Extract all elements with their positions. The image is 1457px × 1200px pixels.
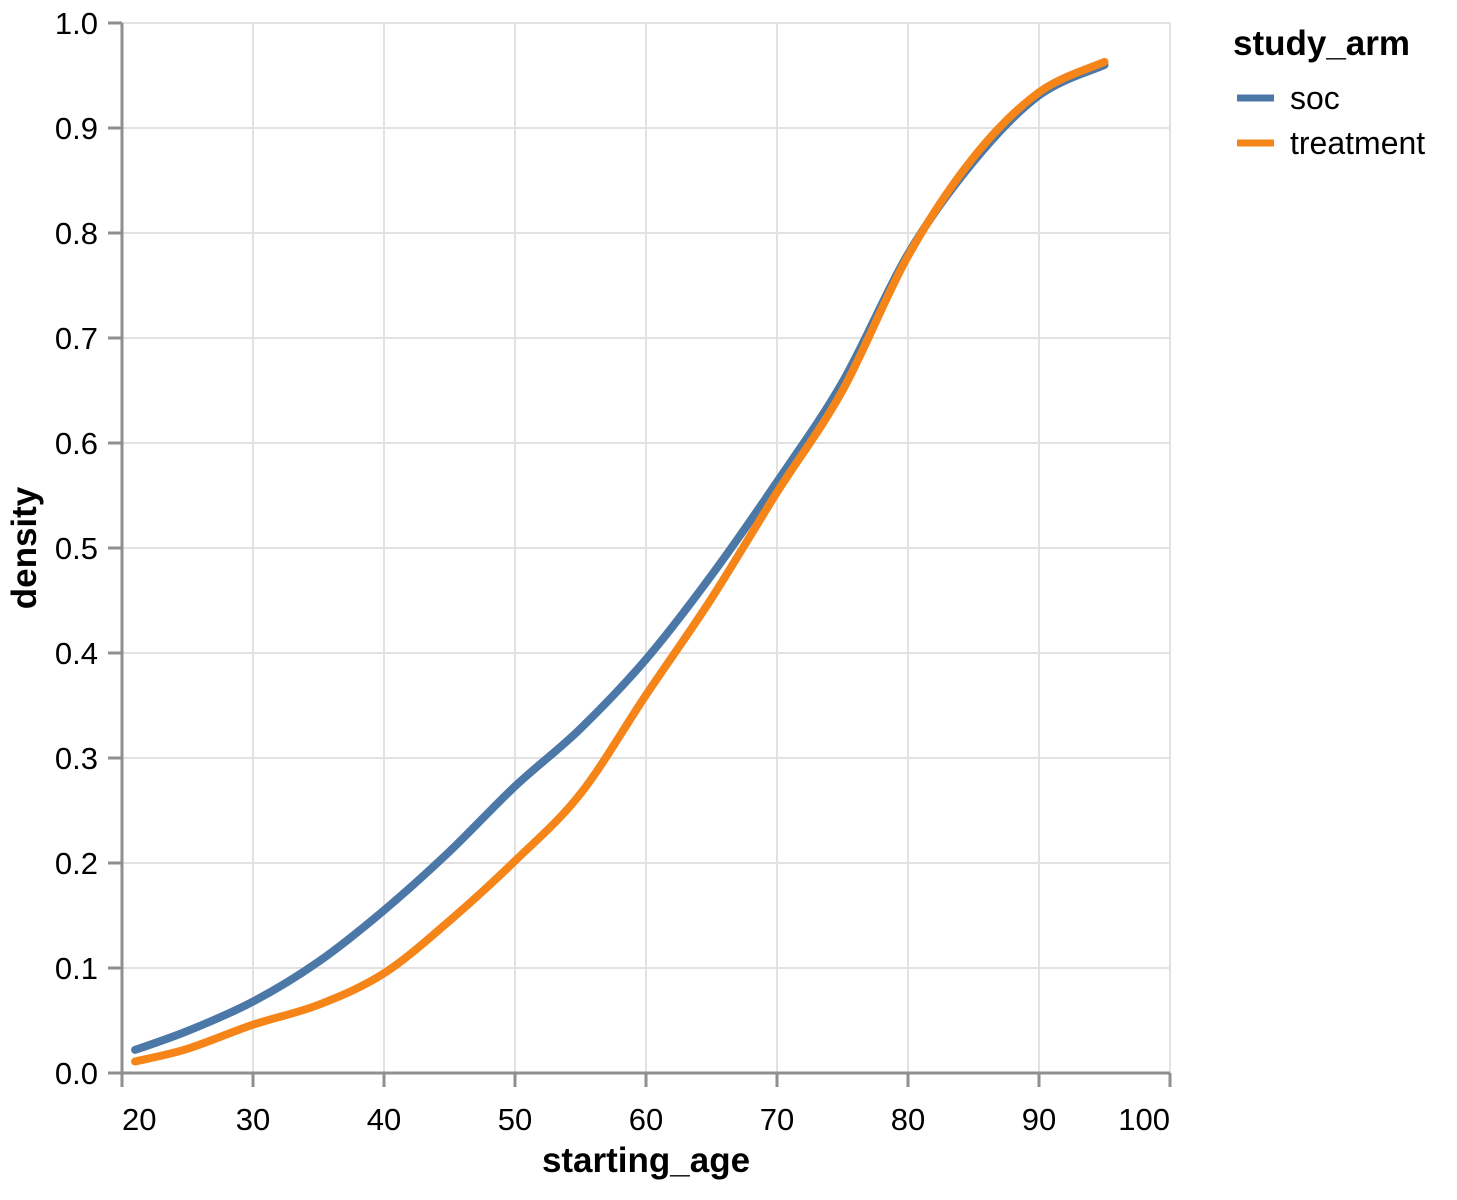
y-tick-label: 0.5 <box>55 531 98 566</box>
x-tick-label: 90 <box>1022 1102 1056 1137</box>
y-tick-label: 0.6 <box>55 426 98 461</box>
y-tick-label: 0.8 <box>55 216 98 251</box>
series-lines <box>131 57 1109 1066</box>
legend-label-treatment: treatment <box>1290 125 1425 161</box>
gridlines <box>121 22 1171 1074</box>
y-tick-label: 0.1 <box>55 951 98 986</box>
x-tick-label: 100 <box>1118 1102 1170 1137</box>
y-tick-label: 0.7 <box>55 321 98 356</box>
x-tick-label: 60 <box>629 1102 663 1137</box>
y-tick-label: 0.4 <box>55 636 98 671</box>
legend-item-treatment: treatment <box>1237 125 1425 161</box>
x-tick-label: 80 <box>891 1102 925 1137</box>
y-tick-label: 0.2 <box>55 846 98 881</box>
soc-line <box>131 61 1109 1054</box>
y-tick-label: 0.0 <box>55 1056 98 1091</box>
x-axis-title: starting_age <box>542 1141 750 1180</box>
x-tick-label: 40 <box>367 1102 401 1137</box>
legend-item-soc: soc <box>1237 80 1340 116</box>
y-tick-label: 0.9 <box>55 111 98 146</box>
y-tick-label: 0.3 <box>55 741 98 776</box>
x-tick-label: 50 <box>498 1102 532 1137</box>
x-tick-label: 20 <box>122 1102 156 1137</box>
y-tick-label: 1.0 <box>55 6 98 41</box>
y-axis-title: density <box>5 486 44 609</box>
x-axis-tick-labels: 20 30 40 50 60 70 80 90 100 <box>122 1102 1170 1137</box>
treatment-line <box>131 57 1109 1066</box>
x-tick-label: 30 <box>236 1102 270 1137</box>
legend-label-soc: soc <box>1290 80 1340 116</box>
legend: study_arm soc treatment <box>1233 24 1425 161</box>
axes <box>108 21 1172 1087</box>
legend-title: study_arm <box>1233 24 1410 63</box>
x-tick-label: 70 <box>760 1102 794 1137</box>
y-axis-tick-labels: 0.0 0.1 0.2 0.3 0.4 0.5 0.6 0.7 0.8 0.9 1.0 <box>55 6 98 1091</box>
